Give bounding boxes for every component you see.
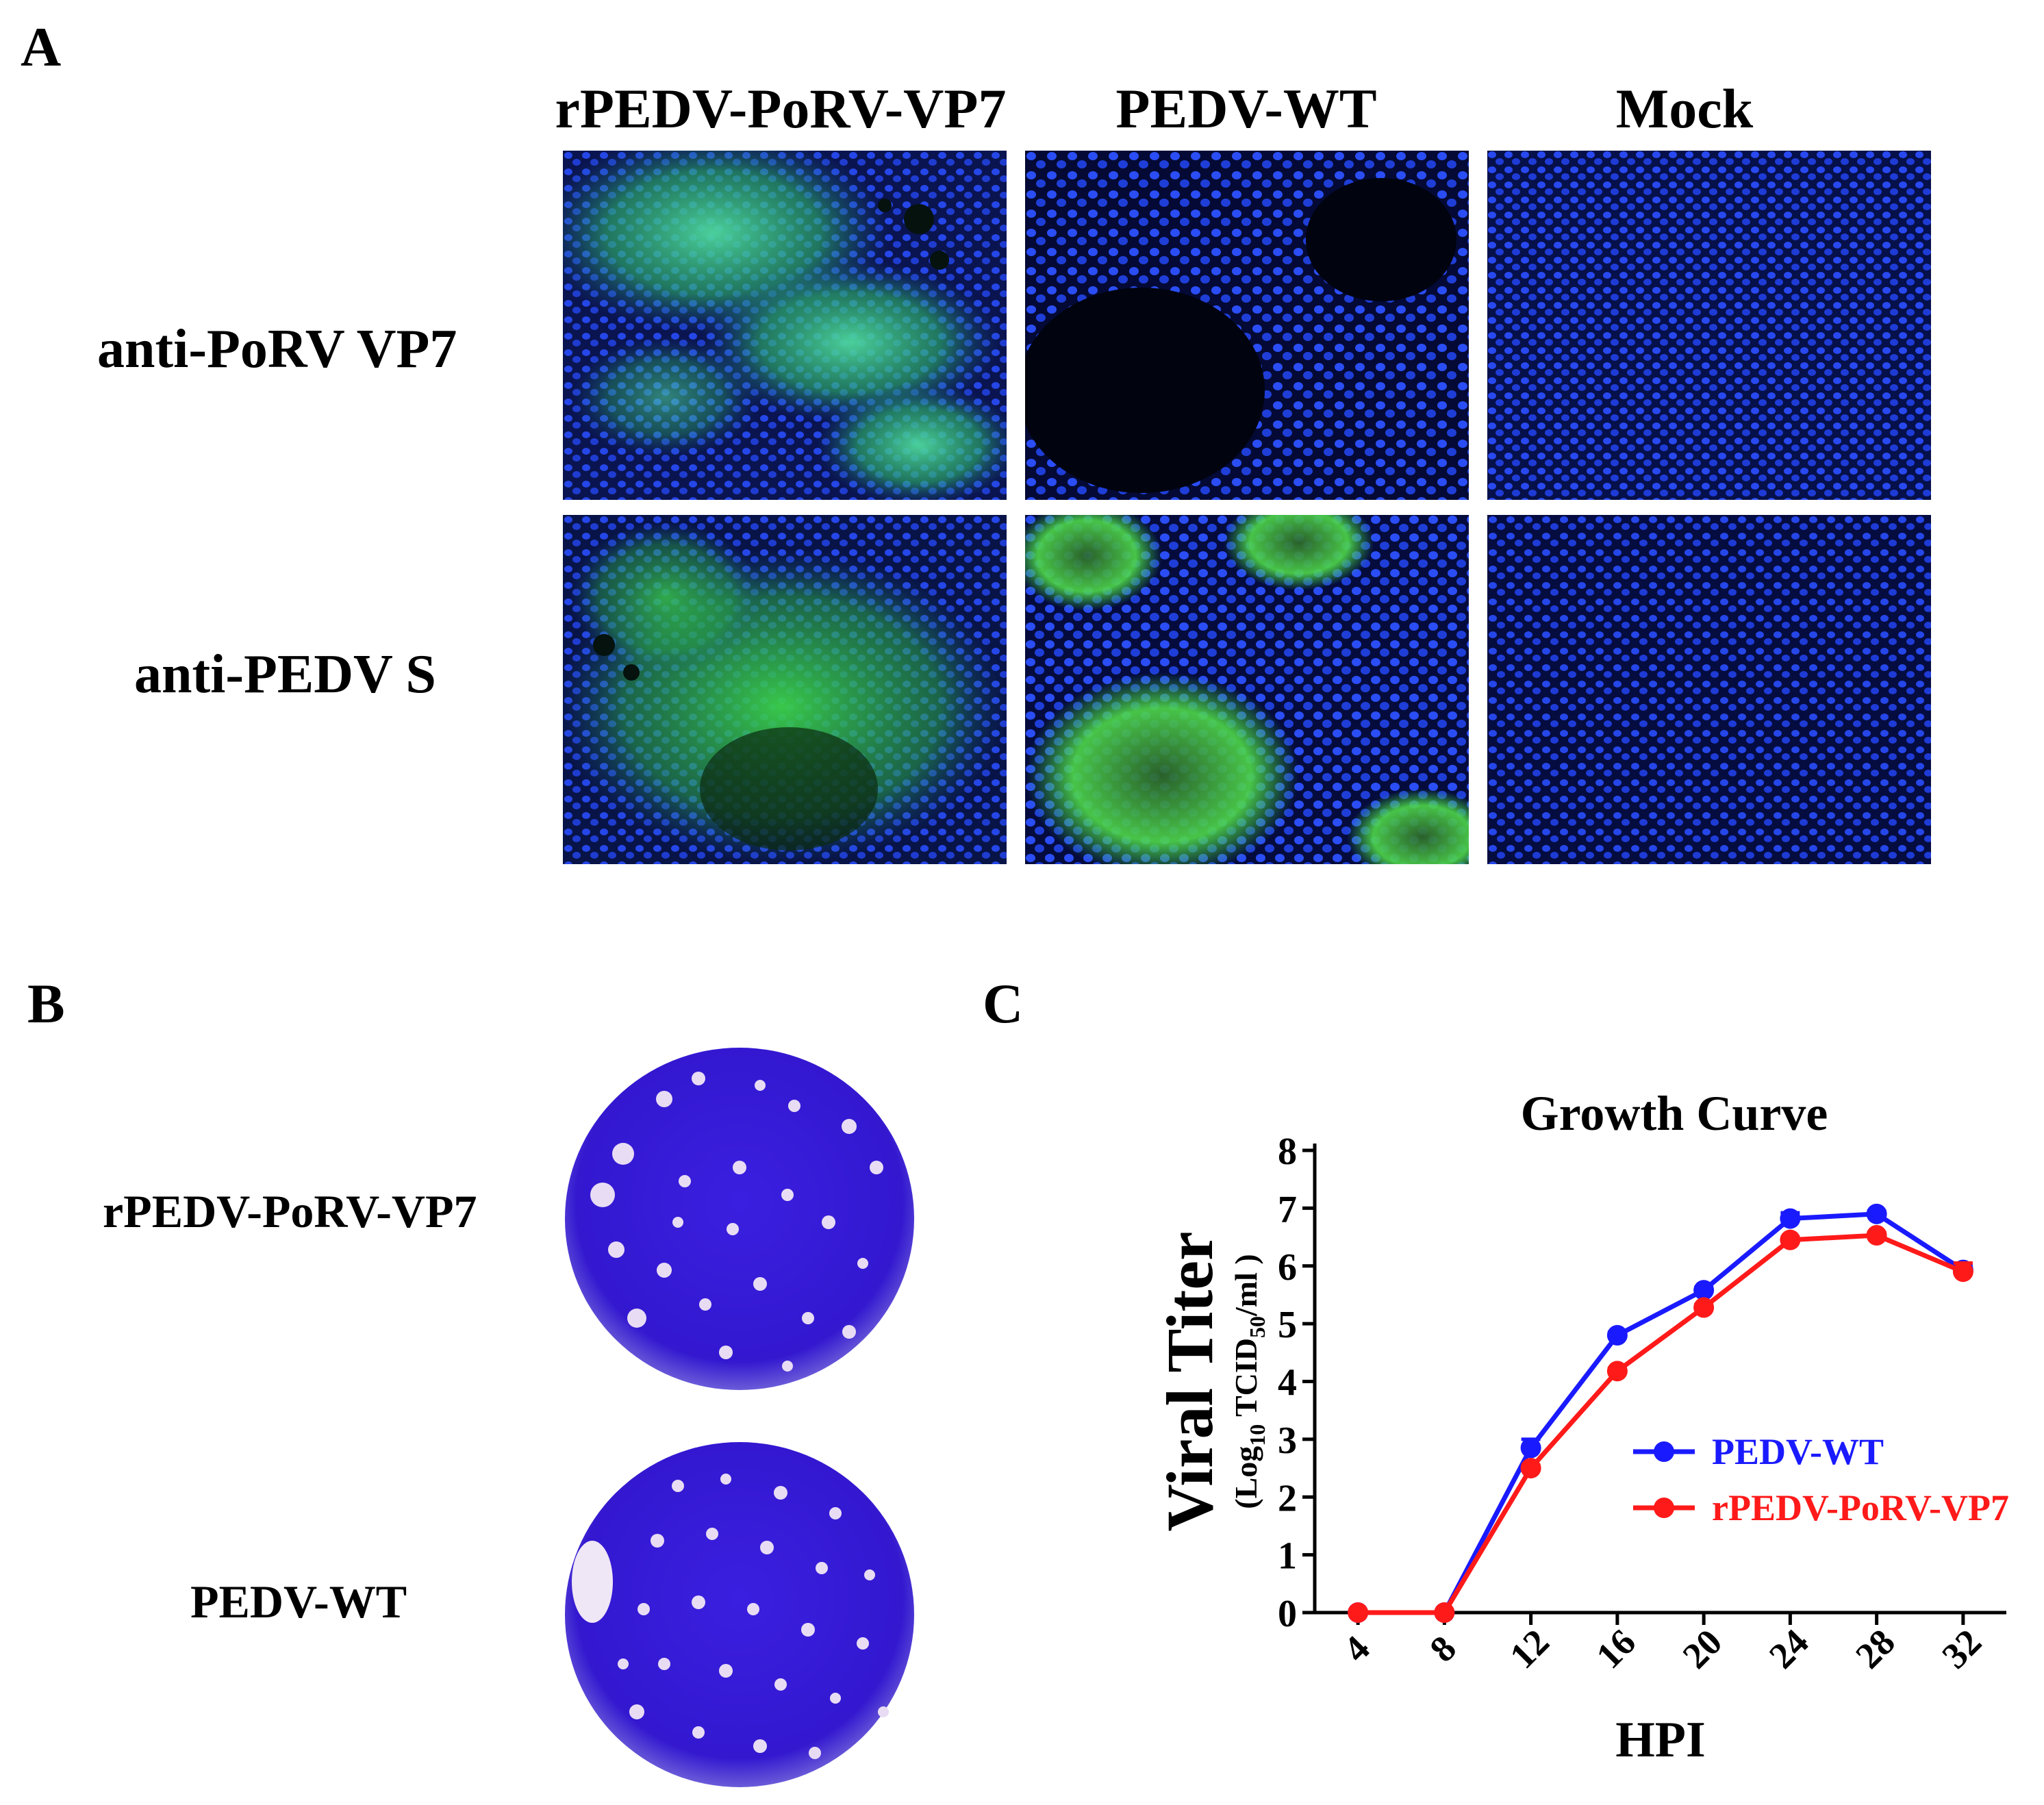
data-point bbox=[1693, 1297, 1715, 1318]
x-axis-label: HPI bbox=[1615, 1712, 1706, 1768]
data-point bbox=[1866, 1203, 1887, 1224]
data-point bbox=[1606, 1325, 1628, 1346]
y-tick-label: 1 bbox=[1278, 1535, 1297, 1578]
x-tick-label: 32 bbox=[1934, 1621, 1989, 1677]
micrograph-vp7-pedv-wt bbox=[1025, 151, 1469, 500]
y-tick-label: 2 bbox=[1278, 1477, 1297, 1519]
legend-label: PEDV-WT bbox=[1712, 1431, 1884, 1472]
y-axis-sublabel: (Log10 TCID50/ml ) bbox=[1228, 1254, 1270, 1509]
data-point bbox=[1520, 1437, 1541, 1459]
x-tick-label: 12 bbox=[1502, 1621, 1557, 1677]
x-tick-label: 28 bbox=[1847, 1621, 1903, 1677]
data-point bbox=[1780, 1208, 1801, 1229]
column-header-rpedv: rPEDV-PoRV-VP7 bbox=[555, 77, 1007, 140]
legend-label: rPEDV-PoRV-VP7 bbox=[1712, 1487, 2009, 1528]
panel-b-letter: B bbox=[27, 972, 65, 1035]
panel-a-letter: A bbox=[21, 16, 62, 78]
plaque-plate-pedv-wt bbox=[562, 1438, 918, 1794]
chart-title: Growth Curve bbox=[1521, 1086, 1828, 1141]
column-header-pedv-wt: PEDV-WT bbox=[1115, 77, 1377, 140]
micrograph-pedv-s-pedv-wt bbox=[1025, 515, 1469, 864]
data-point bbox=[1866, 1225, 1887, 1246]
data-point bbox=[1693, 1280, 1715, 1301]
row-label-anti-pedv-s: anti-PEDV S bbox=[134, 644, 436, 705]
y-tick-label: 0 bbox=[1278, 1593, 1297, 1635]
y-tick-label: 3 bbox=[1278, 1419, 1297, 1462]
y-tick-label: 6 bbox=[1278, 1246, 1297, 1289]
y-tick-label: 8 bbox=[1278, 1131, 1297, 1173]
y-tick-label: 4 bbox=[1278, 1362, 1297, 1404]
micrograph-vp7-mock bbox=[1487, 151, 1931, 500]
plate-label-pedv-wt: PEDV-WT bbox=[190, 1576, 407, 1628]
micrograph-pedv-s-rpedv bbox=[563, 515, 1007, 864]
data-point bbox=[1434, 1602, 1455, 1623]
x-tick-label: 16 bbox=[1588, 1621, 1643, 1677]
column-header-mock: Mock bbox=[1615, 77, 1754, 140]
panel-c-letter: C bbox=[983, 972, 1024, 1035]
x-tick-label: 4 bbox=[1335, 1628, 1378, 1670]
plate-label-rpedv: rPEDV-PoRV-VP7 bbox=[103, 1185, 477, 1237]
x-tick-label: 20 bbox=[1675, 1621, 1730, 1677]
data-point bbox=[1606, 1361, 1628, 1382]
plaque-plate-rpedv bbox=[562, 1044, 918, 1400]
x-tick-label: 8 bbox=[1422, 1628, 1464, 1670]
legend-marker bbox=[1654, 1441, 1674, 1462]
series-line-1 bbox=[1358, 1233, 1965, 1615]
row-label-anti-porv-vp7: anti-PoRV VP7 bbox=[97, 319, 457, 379]
series-line-0 bbox=[1358, 1211, 1965, 1615]
micrograph-vp7-rpedv bbox=[563, 151, 1007, 500]
x-tick-label: 24 bbox=[1761, 1621, 1817, 1677]
micrograph-pedv-s-mock bbox=[1487, 515, 1931, 864]
data-point bbox=[1952, 1261, 1973, 1283]
legend-marker bbox=[1654, 1498, 1674, 1518]
data-point bbox=[1348, 1602, 1369, 1623]
y-tick-label: 7 bbox=[1278, 1188, 1297, 1230]
y-axis-label: Viral Titer bbox=[1153, 1231, 1226, 1531]
data-point bbox=[1520, 1458, 1541, 1479]
y-tick-label: 5 bbox=[1278, 1304, 1297, 1346]
data-point bbox=[1780, 1229, 1801, 1250]
